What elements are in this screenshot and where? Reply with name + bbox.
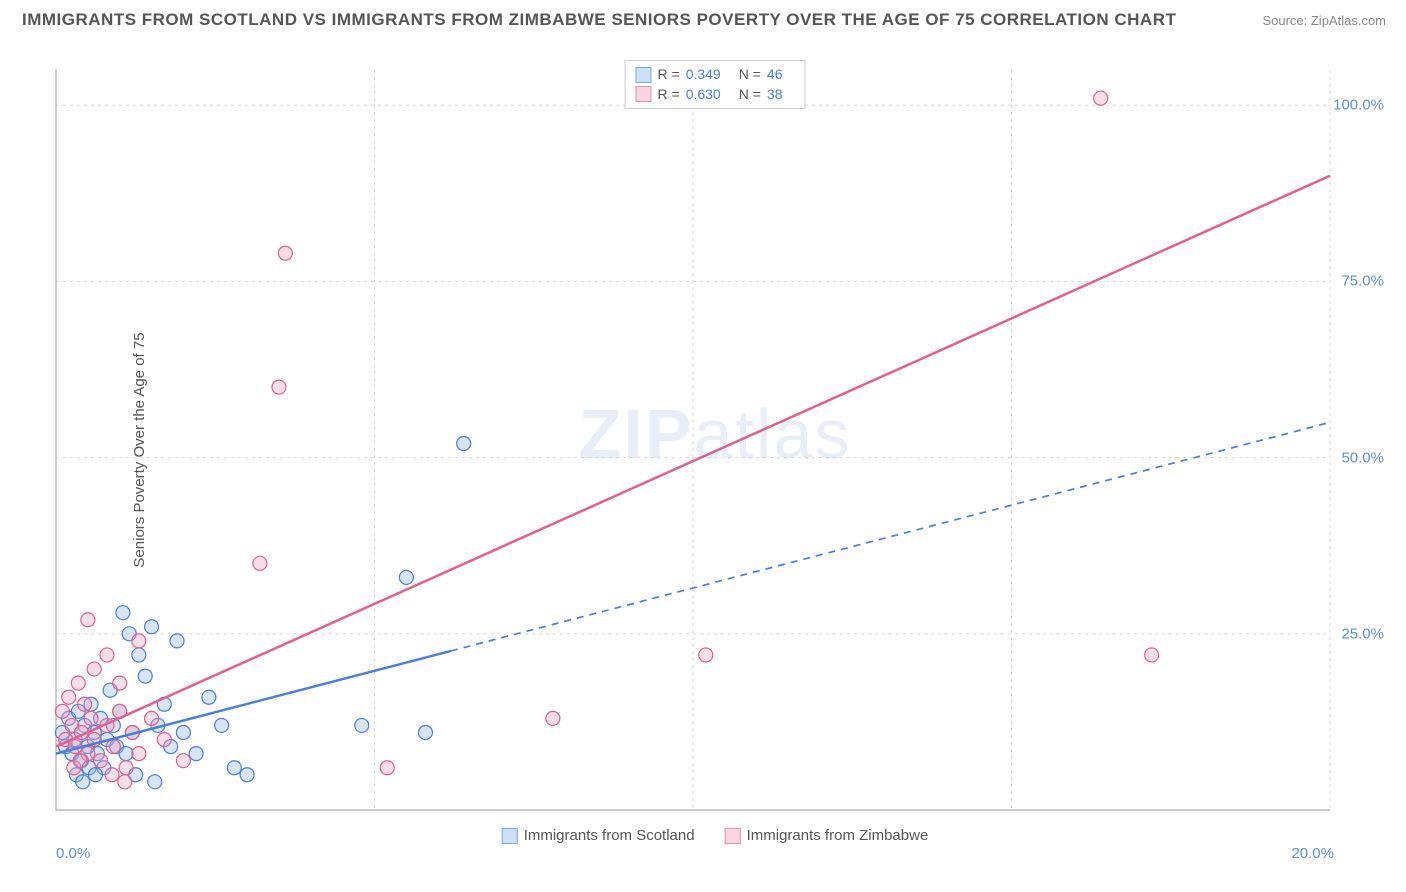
swatch-zimbabwe <box>636 86 652 102</box>
header: IMMIGRANTS FROM SCOTLAND VS IMMIGRANTS F… <box>22 10 1386 30</box>
legend-item-zimbabwe: Immigrants from Zimbabwe <box>725 827 929 844</box>
corr-row-zimbabwe: R = 0.630 N = 38 <box>636 85 795 105</box>
legend-label-zimbabwe: Immigrants from Zimbabwe <box>747 827 929 844</box>
n-label: N = <box>739 85 761 105</box>
series-legend: Immigrants from Scotland Immigrants from… <box>502 827 929 844</box>
page-title: IMMIGRANTS FROM SCOTLAND VS IMMIGRANTS F… <box>22 10 1176 30</box>
r-label: R = <box>658 65 680 85</box>
swatch-scotland <box>636 67 652 83</box>
y-tick-label: 75.0% <box>1341 273 1384 290</box>
n-value-zimbabwe: 38 <box>767 85 783 105</box>
y-tick-label: 100.0% <box>1333 97 1384 114</box>
corr-row-scotland: R = 0.349 N = 46 <box>636 65 795 85</box>
r-label: R = <box>658 85 680 105</box>
legend-item-scotland: Immigrants from Scotland <box>502 827 695 844</box>
swatch-scotland <box>502 828 518 844</box>
x-tick-label: 0.0% <box>56 845 90 862</box>
n-value-scotland: 46 <box>767 65 783 85</box>
y-tick-label: 50.0% <box>1341 449 1384 466</box>
x-tick-label: 20.0% <box>1291 845 1334 862</box>
correlation-legend: R = 0.349 N = 46 R = 0.630 N = 38 <box>625 60 806 109</box>
r-value-zimbabwe: 0.630 <box>686 85 721 105</box>
n-label: N = <box>739 65 761 85</box>
y-tick-label: 25.0% <box>1341 625 1384 642</box>
scatter-plot-svg <box>50 60 1380 840</box>
source-label: Source: ZipAtlas.com <box>1262 13 1386 28</box>
swatch-zimbabwe <box>725 828 741 844</box>
chart-area: Seniors Poverty Over the Age of 75 ZIPat… <box>50 60 1380 840</box>
r-value-scotland: 0.349 <box>686 65 721 85</box>
legend-label-scotland: Immigrants from Scotland <box>524 827 695 844</box>
